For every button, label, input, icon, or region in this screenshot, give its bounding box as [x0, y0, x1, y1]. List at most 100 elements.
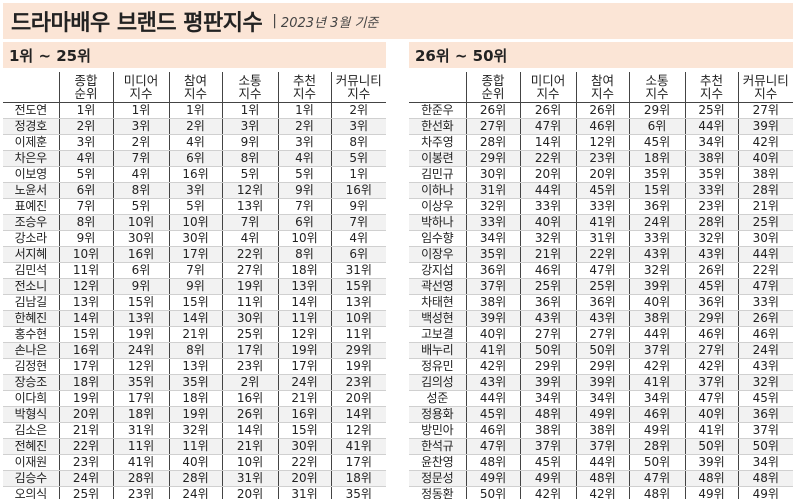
rank-cell-communication: 24위: [628, 214, 685, 231]
rank-cell-overall: 48위: [465, 454, 520, 471]
rank-cell-participation: 13위: [168, 358, 222, 375]
column-header-media: 미디어 지수: [112, 72, 169, 103]
rank-cell-overall: 17위: [58, 358, 113, 375]
rank-cell-overall: 46위: [465, 422, 520, 439]
rank-cell-community: 33위: [737, 294, 793, 311]
actor-name-cell: 한선화: [409, 118, 466, 135]
table-row: 강소라 9위 30위 30위 4위 10위 4위: [3, 230, 386, 247]
actor-name-cell: 이봉련: [409, 150, 466, 167]
actor-name-cell: 이다희: [3, 390, 59, 407]
actor-name-cell: 정경호: [3, 118, 59, 135]
rank-cell-media: 19위: [112, 326, 169, 343]
rank-cell-communication: 10위: [221, 454, 278, 471]
section-title-right: 26위 ~ 50위: [409, 42, 793, 68]
page-title: 드라마배우 브랜드 평판지수: [11, 11, 263, 36]
actor-name-cell: 이상우: [409, 198, 466, 215]
rank-cell-participation: 16위: [168, 166, 222, 183]
rank-cell-community: 25위: [737, 214, 793, 231]
rank-cell-overall: 38위: [465, 294, 520, 311]
rank-cell-community: 37위: [737, 422, 793, 439]
rank-cell-participation: 39위: [575, 374, 629, 391]
actor-name-cell: 한석규: [409, 438, 466, 455]
rank-cell-recommendation: 19위: [277, 342, 331, 359]
actor-name-cell: 정유민: [409, 358, 466, 375]
rank-cell-overall: 36위: [465, 262, 520, 279]
rank-cell-media: 17위: [112, 390, 169, 407]
table-row: 이다희 19위 17위 18위 16위 21위 20위: [3, 390, 386, 407]
rank-cell-participation: 11위: [168, 438, 222, 455]
actor-name-cell: 정동환: [409, 486, 466, 499]
rank-cell-recommendation: 20위: [277, 470, 331, 487]
rank-cell-participation: 26위: [575, 102, 629, 119]
actor-name-cell: 한준우: [409, 102, 466, 119]
rank-cell-community: 48위: [737, 470, 793, 487]
rank-cell-participation: 22위: [575, 246, 629, 263]
rank-cell-communication: 41위: [628, 374, 685, 391]
rank-cell-community: 35위: [330, 486, 386, 499]
rank-cell-overall: 49위: [465, 470, 520, 487]
rank-cell-media: 9위: [112, 278, 169, 295]
rank-cell-community: 43위: [737, 358, 793, 375]
rank-cell-recommendation: 48위: [684, 470, 738, 487]
column-header-line1: 추천: [292, 72, 316, 88]
rank-cell-communication: 30위: [221, 310, 278, 327]
table-header: 종합 순위 미디어 지수 참여 지수 소통 지수 추천 지수 커뮤니티 지수: [409, 72, 793, 103]
rank-cell-communication: 4위: [221, 230, 278, 247]
rank-cell-communication: 7위: [221, 214, 278, 231]
rank-cell-recommendation: 34위: [684, 134, 738, 151]
table-row: 이제훈 3위 2위 4위 9위 3위 8위: [3, 134, 386, 151]
rank-cell-overall: 8위: [58, 214, 113, 231]
actor-name-cell: 차은우: [3, 150, 59, 167]
rank-cell-media: 34위: [519, 390, 576, 407]
rank-cell-community: 36위: [737, 406, 793, 423]
rank-cell-community: 19위: [330, 358, 386, 375]
column-header-overall: 종합 순위: [465, 72, 520, 103]
table-row: 정용화 45위 48위 49위 46위 40위 36위: [409, 406, 793, 423]
rank-cell-communication: 15위: [628, 182, 685, 199]
rank-cell-community: 3위: [330, 118, 386, 135]
rank-cell-community: 20위: [330, 390, 386, 407]
rank-cell-communication: 1위: [221, 102, 278, 119]
rank-cell-recommendation: 32위: [684, 230, 738, 247]
rank-cell-communication: 14위: [221, 422, 278, 439]
rank-cell-media: 27위: [519, 326, 576, 343]
rank-cell-overall: 39위: [465, 310, 520, 327]
table-row: 장승조 18위 35위 35위 2위 24위 23위: [3, 374, 386, 391]
column-header-line2: 지수: [292, 85, 316, 101]
rank-cell-recommendation: 1위: [277, 102, 331, 119]
rank-cell-participation: 14위: [168, 310, 222, 327]
rank-cell-participation: 37위: [575, 438, 629, 455]
rank-cell-recommendation: 5위: [277, 166, 331, 183]
rank-cell-media: 24위: [112, 342, 169, 359]
title-separator: |: [272, 13, 277, 29]
rank-cell-overall: 10위: [58, 246, 113, 263]
rank-cell-community: 50위: [737, 438, 793, 455]
column-header-line1: 종합: [74, 72, 98, 88]
rank-cell-overall: 2위: [58, 118, 113, 135]
table-row: 김민규 30위 20위 20위 35위 35위 38위: [409, 166, 793, 183]
rank-cell-participation: 2위: [168, 118, 222, 135]
rank-cell-overall: 13위: [58, 294, 113, 311]
rank-cell-communication: 27위: [221, 262, 278, 279]
table-row: 홍수현 15위 19위 21위 25위 12위 11위: [3, 326, 386, 343]
rank-cell-participation: 25위: [575, 278, 629, 295]
title-date: 2023년 3월 기준: [280, 15, 379, 31]
rank-cell-community: 8위: [330, 134, 386, 151]
rank-cell-overall: 1위: [58, 102, 113, 119]
rank-cell-participation: 29위: [575, 358, 629, 375]
rank-cell-communication: 9위: [221, 134, 278, 151]
title-bar: 드라마배우 브랜드 평판지수 | 2023년 3월 기준: [3, 3, 793, 39]
actor-name-cell: 홍수현: [3, 326, 59, 343]
column-header-community: 커뮤니티 지수: [737, 72, 793, 103]
rank-cell-community: 24위: [737, 342, 793, 359]
rank-cell-community: 32위: [737, 374, 793, 391]
rank-cell-recommendation: 14위: [277, 294, 331, 311]
rank-cell-overall: 32위: [465, 198, 520, 215]
rank-cell-overall: 29위: [465, 150, 520, 167]
rank-cell-media: 42위: [519, 486, 576, 499]
rank-cell-participation: 46위: [575, 118, 629, 135]
actor-name-cell: 전도연: [3, 102, 59, 119]
rank-cell-community: 17위: [330, 454, 386, 471]
rank-cell-recommendation: 50위: [684, 438, 738, 455]
rank-cell-communication: 2위: [221, 374, 278, 391]
